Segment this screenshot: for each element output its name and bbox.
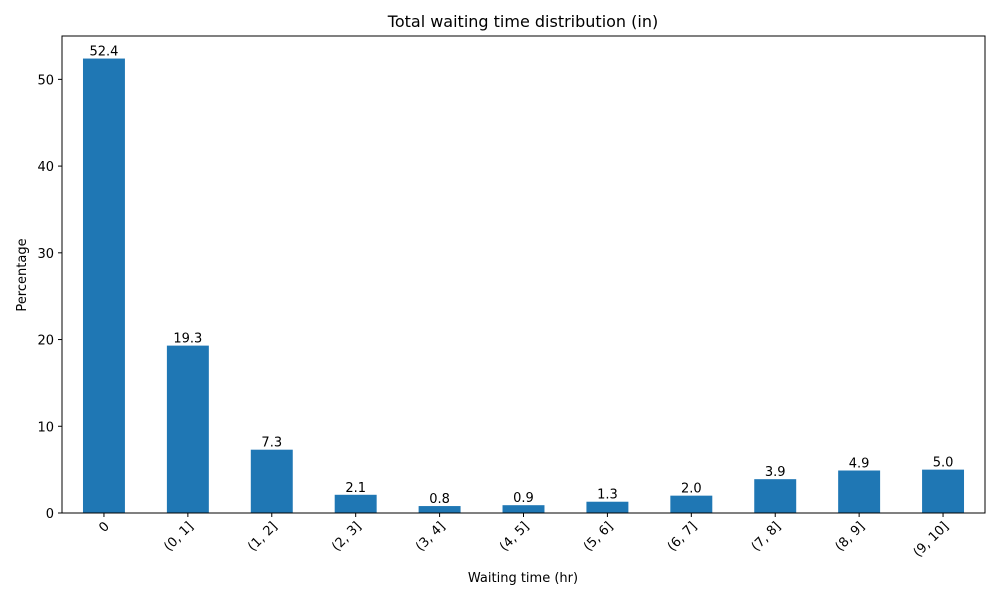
data-label-8: 3.9 (765, 465, 786, 480)
y-tick-label-3: 30 (37, 247, 54, 262)
x-tick-label-1: (0, 1] (161, 519, 196, 554)
bar-8 (754, 479, 797, 513)
data-label-4: 0.8 (429, 492, 450, 507)
y-tick-label-5: 50 (37, 73, 54, 88)
x-tick-label-3: (2, 3] (329, 519, 364, 554)
x-tick-label-0: 0 (96, 519, 112, 535)
bar-6 (586, 501, 629, 513)
y-tick-label-1: 10 (37, 420, 54, 435)
x-tick-label-7: (6, 7] (665, 519, 700, 554)
x-tick-label-9: (8, 9] (833, 519, 868, 554)
data-label-7: 2.0 (681, 482, 702, 497)
y-tick-label-4: 40 (37, 160, 54, 175)
plot-frame (61, 35, 986, 514)
x-tick-label-4: (3, 4] (413, 519, 448, 554)
data-label-2: 7.3 (261, 436, 282, 451)
data-label-5: 0.9 (513, 491, 534, 506)
bar-2 (250, 449, 293, 513)
x-tick-label-5: (4, 5] (497, 519, 532, 554)
data-label-0: 52.4 (89, 45, 118, 60)
bar-9 (838, 470, 881, 513)
bar-3 (334, 494, 377, 513)
bar-4 (418, 506, 461, 513)
y-axis-label: Percentage (15, 238, 30, 311)
x-tick-label-2: (1, 2] (245, 519, 280, 554)
y-tick-label-0: 0 (46, 507, 54, 522)
x-tick-label-10: (9, 10] (911, 519, 952, 560)
x-tick-label-6: (5, 6] (581, 519, 616, 554)
x-axis-label: Waiting time (hr) (468, 571, 578, 586)
data-label-9: 4.9 (849, 457, 870, 472)
bar-5 (502, 505, 545, 513)
bar-0 (82, 58, 125, 513)
bar-10 (922, 469, 965, 513)
x-tick-label-8: (7, 8] (749, 519, 784, 554)
bar-7 (670, 495, 713, 513)
data-label-1: 19.3 (173, 332, 202, 347)
chart-title: Total waiting time distribution (in) (387, 12, 658, 31)
data-label-3: 2.1 (345, 481, 366, 496)
data-label-6: 1.3 (597, 488, 618, 503)
y-tick-label-2: 20 (37, 334, 54, 349)
bar-1 (166, 345, 209, 513)
data-label-10: 5.0 (933, 456, 954, 471)
